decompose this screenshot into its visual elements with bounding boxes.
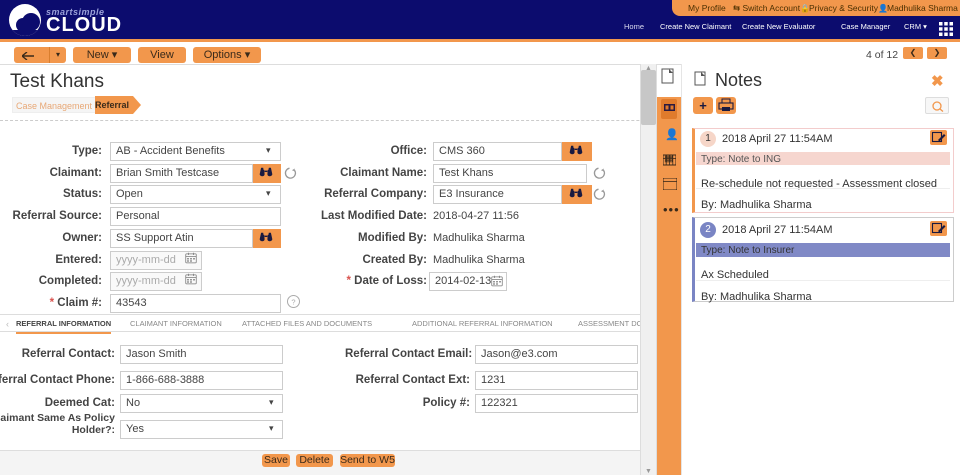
svg-text:Referral: Referral <box>95 100 129 110</box>
svg-text:?: ? <box>291 298 295 307</box>
